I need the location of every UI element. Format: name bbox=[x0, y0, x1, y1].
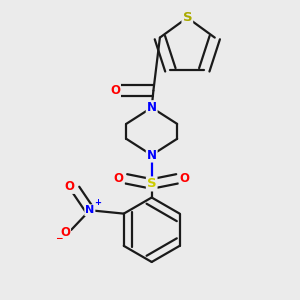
Text: O: O bbox=[114, 172, 124, 185]
Text: S: S bbox=[147, 177, 157, 190]
Text: +: + bbox=[94, 198, 101, 207]
Text: −: − bbox=[55, 234, 63, 243]
Text: O: O bbox=[60, 226, 70, 239]
Text: O: O bbox=[110, 84, 120, 97]
Text: N: N bbox=[147, 101, 157, 114]
Text: O: O bbox=[64, 180, 74, 193]
Text: S: S bbox=[182, 11, 192, 24]
Text: O: O bbox=[180, 172, 190, 185]
Text: N: N bbox=[85, 205, 94, 215]
Text: N: N bbox=[147, 148, 157, 162]
